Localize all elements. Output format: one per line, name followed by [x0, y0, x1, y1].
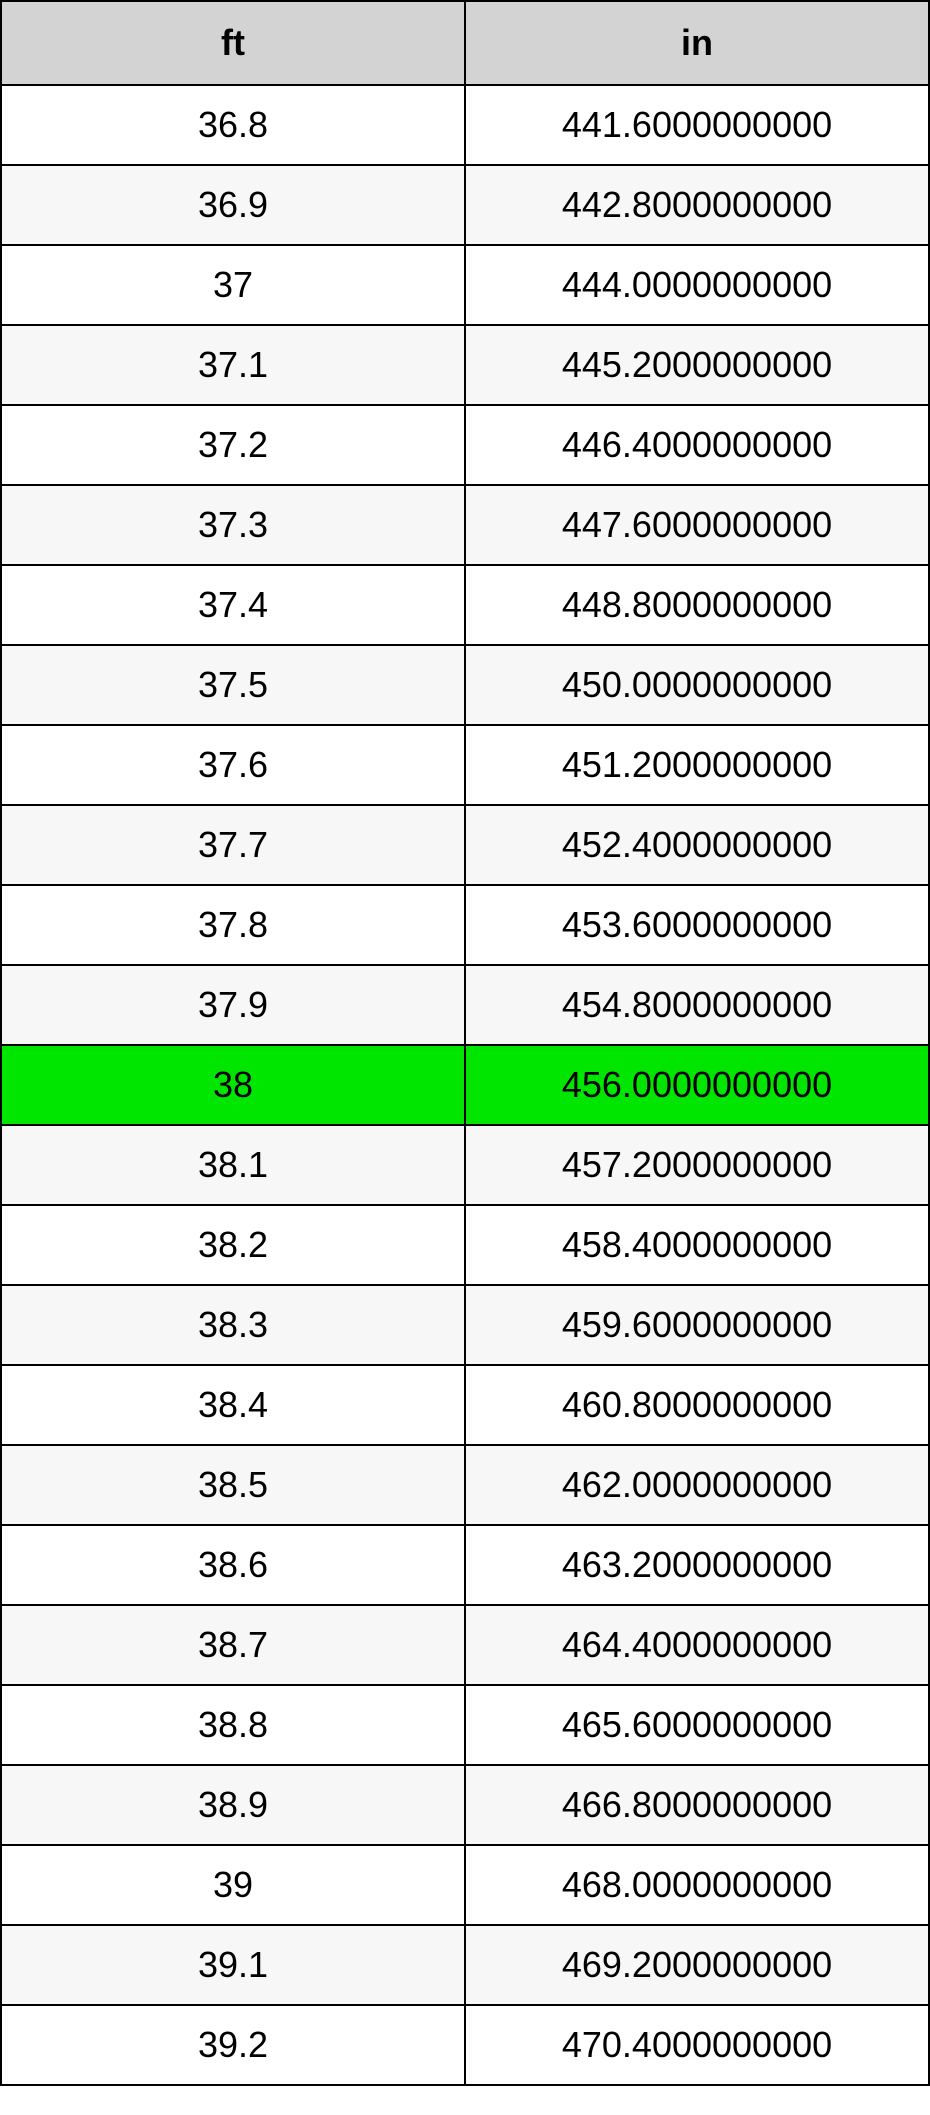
cell-ft: 38.1 — [1, 1125, 465, 1205]
cell-in: 448.8000000000 — [465, 565, 929, 645]
cell-ft: 37.8 — [1, 885, 465, 965]
cell-in: 462.0000000000 — [465, 1445, 929, 1525]
cell-in: 446.4000000000 — [465, 405, 929, 485]
cell-ft: 38.7 — [1, 1605, 465, 1685]
table-row: 39.2470.4000000000 — [1, 2005, 929, 2085]
table-row: 38456.0000000000 — [1, 1045, 929, 1125]
cell-ft: 37.6 — [1, 725, 465, 805]
cell-ft: 37.5 — [1, 645, 465, 725]
cell-in: 450.0000000000 — [465, 645, 929, 725]
cell-in: 453.6000000000 — [465, 885, 929, 965]
table-row: 38.9466.8000000000 — [1, 1765, 929, 1845]
cell-in: 444.0000000000 — [465, 245, 929, 325]
cell-ft: 38.5 — [1, 1445, 465, 1525]
cell-ft: 36.9 — [1, 165, 465, 245]
table-row: 37.5450.0000000000 — [1, 645, 929, 725]
table-row: 37.9454.8000000000 — [1, 965, 929, 1045]
table-row: 37.2446.4000000000 — [1, 405, 929, 485]
column-header-in: in — [465, 1, 929, 85]
cell-ft: 38.6 — [1, 1525, 465, 1605]
table-row: 38.1457.2000000000 — [1, 1125, 929, 1205]
table-row: 39.1469.2000000000 — [1, 1925, 929, 2005]
table-row: 37.7452.4000000000 — [1, 805, 929, 885]
cell-in: 454.8000000000 — [465, 965, 929, 1045]
table-row: 38.6463.2000000000 — [1, 1525, 929, 1605]
cell-in: 452.4000000000 — [465, 805, 929, 885]
cell-in: 460.8000000000 — [465, 1365, 929, 1445]
cell-in: 441.6000000000 — [465, 85, 929, 165]
cell-ft: 39.1 — [1, 1925, 465, 2005]
cell-in: 466.8000000000 — [465, 1765, 929, 1845]
cell-in: 447.6000000000 — [465, 485, 929, 565]
table-row: 38.5462.0000000000 — [1, 1445, 929, 1525]
table-row: 38.7464.4000000000 — [1, 1605, 929, 1685]
table-row: 38.3459.6000000000 — [1, 1285, 929, 1365]
cell-in: 465.6000000000 — [465, 1685, 929, 1765]
cell-ft: 37.2 — [1, 405, 465, 485]
table-row: 37.6451.2000000000 — [1, 725, 929, 805]
conversion-table: ft in 36.8441.600000000036.9442.80000000… — [0, 0, 930, 2086]
table-row: 38.4460.8000000000 — [1, 1365, 929, 1445]
cell-ft: 38.9 — [1, 1765, 465, 1845]
cell-ft: 37.4 — [1, 565, 465, 645]
cell-ft: 39 — [1, 1845, 465, 1925]
table-row: 37444.0000000000 — [1, 245, 929, 325]
cell-in: 457.2000000000 — [465, 1125, 929, 1205]
cell-ft: 37.9 — [1, 965, 465, 1045]
table-row: 39468.0000000000 — [1, 1845, 929, 1925]
cell-ft: 38.4 — [1, 1365, 465, 1445]
cell-ft: 37.1 — [1, 325, 465, 405]
table-row: 37.3447.6000000000 — [1, 485, 929, 565]
table-header: ft in — [1, 1, 929, 85]
cell-in: 464.4000000000 — [465, 1605, 929, 1685]
cell-ft: 37 — [1, 245, 465, 325]
table-body: 36.8441.600000000036.9442.80000000003744… — [1, 85, 929, 2085]
cell-in: 468.0000000000 — [465, 1845, 929, 1925]
cell-ft: 38 — [1, 1045, 465, 1125]
cell-in: 459.6000000000 — [465, 1285, 929, 1365]
cell-in: 456.0000000000 — [465, 1045, 929, 1125]
cell-ft: 37.3 — [1, 485, 465, 565]
table-row: 36.8441.6000000000 — [1, 85, 929, 165]
cell-in: 451.2000000000 — [465, 725, 929, 805]
cell-in: 445.2000000000 — [465, 325, 929, 405]
table-row: 38.2458.4000000000 — [1, 1205, 929, 1285]
table-row: 36.9442.8000000000 — [1, 165, 929, 245]
cell-in: 442.8000000000 — [465, 165, 929, 245]
table-row: 37.1445.2000000000 — [1, 325, 929, 405]
table-row: 38.8465.6000000000 — [1, 1685, 929, 1765]
table-row: 37.4448.8000000000 — [1, 565, 929, 645]
cell-in: 463.2000000000 — [465, 1525, 929, 1605]
table-row: 37.8453.6000000000 — [1, 885, 929, 965]
column-header-ft: ft — [1, 1, 465, 85]
cell-ft: 38.2 — [1, 1205, 465, 1285]
cell-in: 470.4000000000 — [465, 2005, 929, 2085]
cell-ft: 39.2 — [1, 2005, 465, 2085]
cell-ft: 37.7 — [1, 805, 465, 885]
cell-ft: 36.8 — [1, 85, 465, 165]
cell-in: 458.4000000000 — [465, 1205, 929, 1285]
cell-ft: 38.3 — [1, 1285, 465, 1365]
cell-in: 469.2000000000 — [465, 1925, 929, 2005]
cell-ft: 38.8 — [1, 1685, 465, 1765]
